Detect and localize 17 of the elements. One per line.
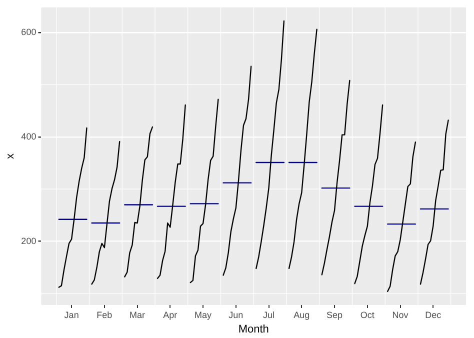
y-axis-title: x	[4, 152, 17, 159]
x-tick-label: Oct	[360, 310, 375, 320]
x-tick-label: Jul	[263, 310, 275, 320]
x-tick-label: Mar	[130, 310, 146, 320]
x-tick-label: Sep	[326, 310, 343, 320]
x-tick-label: Jan	[64, 310, 79, 320]
x-tick-label: Apr	[163, 310, 178, 320]
x-tick-label: Jun	[228, 310, 244, 320]
y-tick-label: 600	[21, 26, 36, 37]
x-tick-label: May	[194, 310, 212, 320]
x-tick-label: Aug	[294, 310, 310, 320]
x-tick-label: Dec	[425, 310, 442, 320]
y-tick-label: 200	[21, 236, 36, 246]
x-tick-label: Nov	[392, 310, 409, 320]
x-tick-label: Feb	[96, 310, 112, 320]
y-tick-label: 400	[21, 131, 36, 142]
x-axis-title: Month	[238, 323, 269, 336]
